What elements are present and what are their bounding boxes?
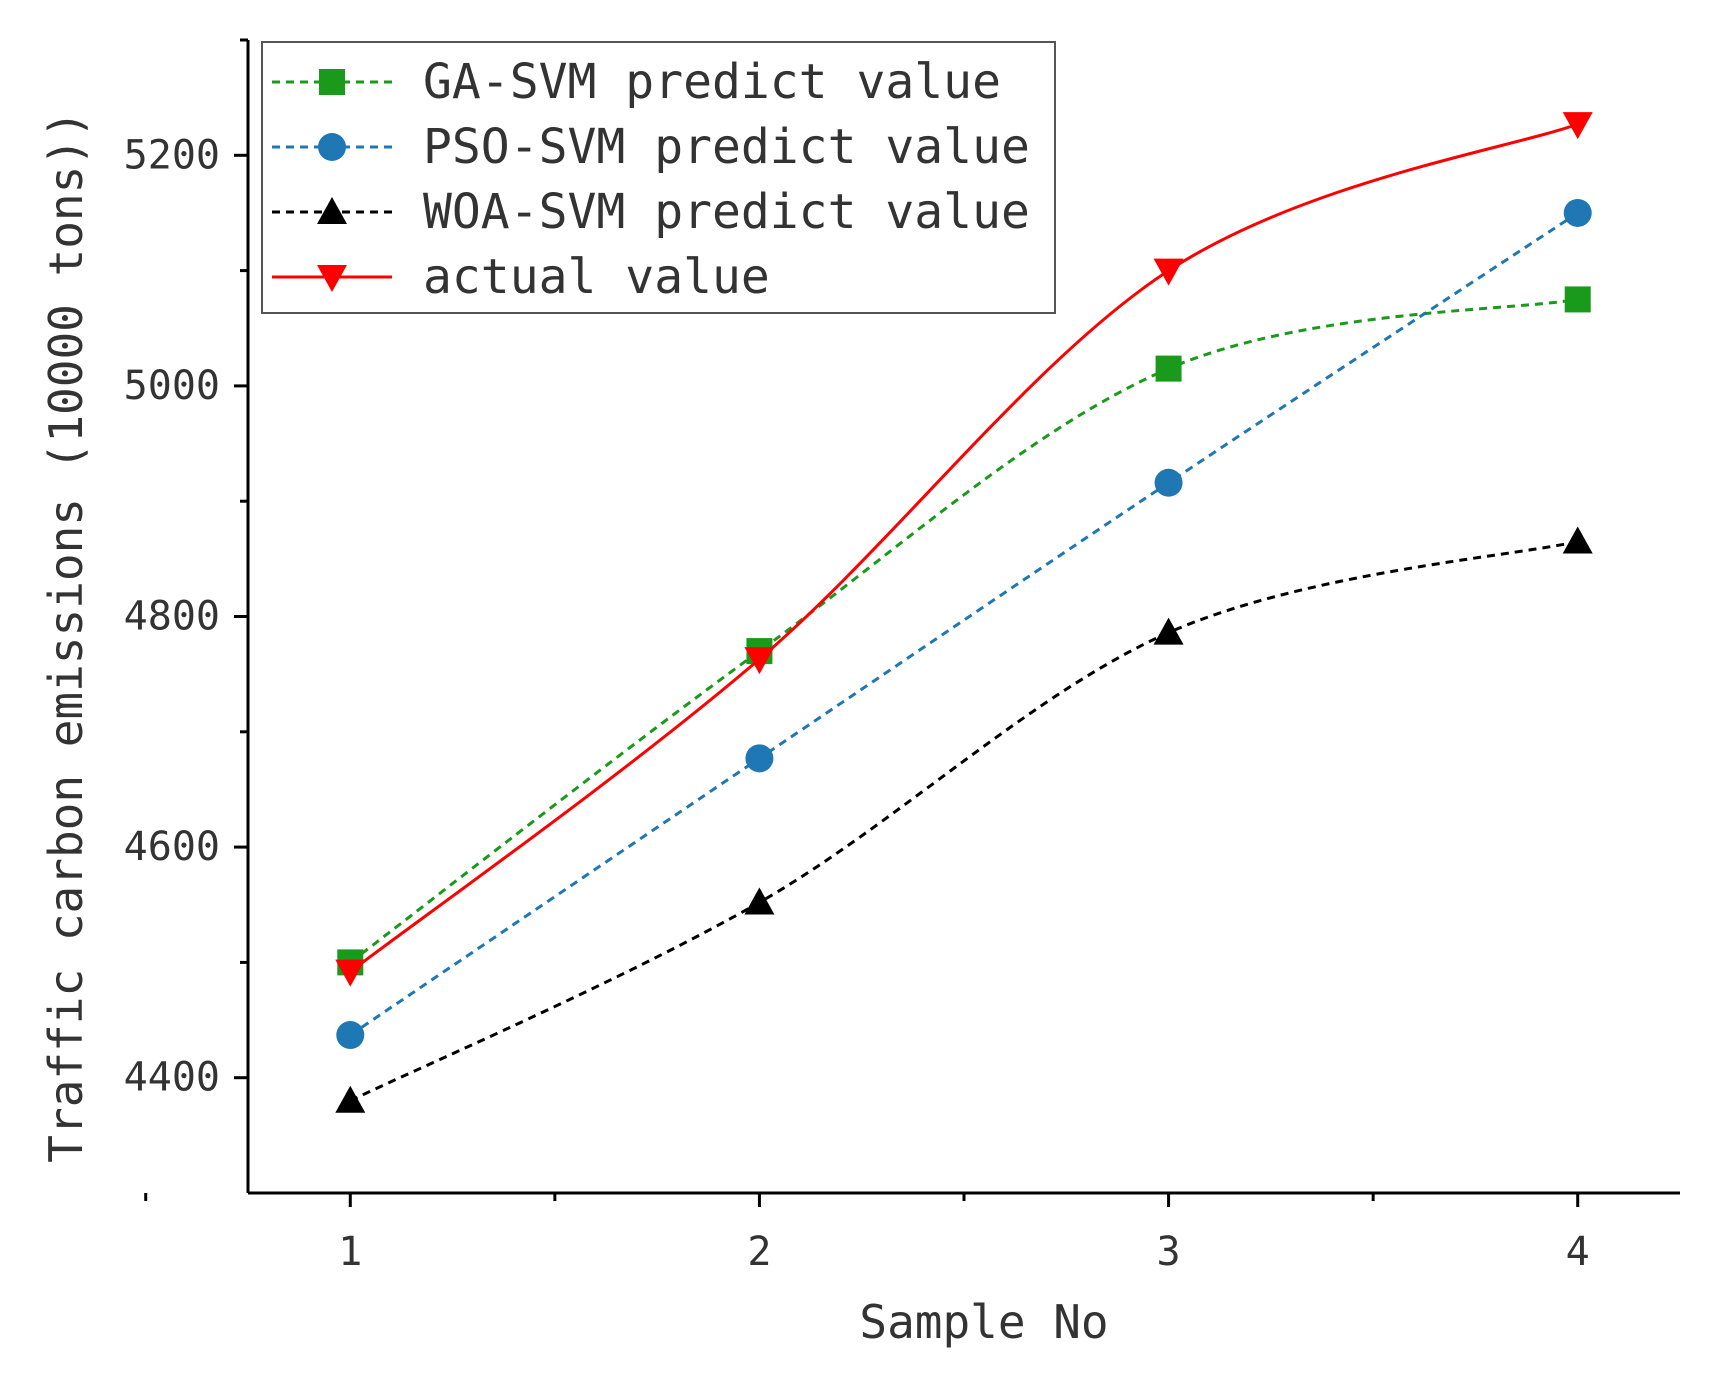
x-tick-label: 2	[747, 1229, 771, 1275]
y-axis-ticks: 4400 4600 4800 5000 5200	[124, 38, 248, 1101]
x-axis-ticks: 1 2 3 4	[144, 1193, 1590, 1275]
legend-marker-pso-svm-predict-value	[318, 133, 346, 161]
legend-box	[261, 41, 1056, 314]
x-tick-label: 1	[338, 1229, 362, 1275]
legend-label-ga-svm-predict-value: GA-SVM predict value	[423, 54, 1001, 110]
woa-svm-predict-value-point	[1562, 526, 1593, 554]
legend-label-pso-svm-predict-value: PSO-SVM predict value	[423, 119, 1030, 175]
y-tick-label: 4800	[124, 594, 220, 640]
y-tick-label: 5200	[124, 132, 220, 178]
pso-svm-predict-value-point	[745, 744, 774, 773]
woa-svm-predict-value-point	[1153, 617, 1184, 645]
x-axis-title: Sample No	[859, 1295, 1108, 1349]
legend-marker-ga-svm-predict-value	[319, 69, 345, 95]
legend-marker-actual-value	[317, 265, 347, 292]
y-tick-label: 5000	[124, 363, 220, 409]
actual-value-point	[744, 647, 775, 675]
axes: 4400 4600 4800 5000 5200 1 2 3 4	[124, 38, 1680, 1275]
ga-svm-predict-value-point	[1564, 286, 1591, 313]
legend-marker-woa-svm-predict-value	[317, 197, 347, 224]
woa-svm-predict-value-point	[335, 1085, 366, 1113]
pso-svm-predict-value-point	[1563, 198, 1592, 227]
ga-svm-predict-value-point	[1155, 355, 1182, 382]
y-tick-label: 4400	[124, 1055, 220, 1101]
x-tick-label: 3	[1157, 1229, 1181, 1275]
pso-svm-predict-value-point	[1154, 468, 1183, 497]
ga-svm-predict-value-line	[349, 297, 1578, 964]
series-group	[335, 112, 1593, 1113]
actual-value-point	[335, 959, 366, 987]
pso-svm-predict-value-line	[349, 211, 1579, 1037]
woa-svm-predict-value-line	[349, 540, 1579, 1103]
legend-label-woa-svm-predict-value: WOA-SVM predict value	[423, 184, 1030, 240]
legend: GA-SVM predict value PSO-SVM predict valu…	[261, 41, 1056, 314]
actual-value-line	[349, 122, 1579, 973]
x-tick-label: 4	[1566, 1229, 1590, 1275]
actual-value-point	[1153, 258, 1184, 286]
pso-svm-predict-value-point	[336, 1021, 365, 1050]
legend-label-actual-value: actual value	[423, 249, 770, 305]
y-axis-title: Traffic carbon emissions (10000 tons))	[39, 110, 93, 1162]
y-tick-label: 4600	[124, 824, 220, 870]
woa-svm-predict-value-point	[744, 887, 775, 915]
actual-value-point	[1562, 112, 1593, 140]
